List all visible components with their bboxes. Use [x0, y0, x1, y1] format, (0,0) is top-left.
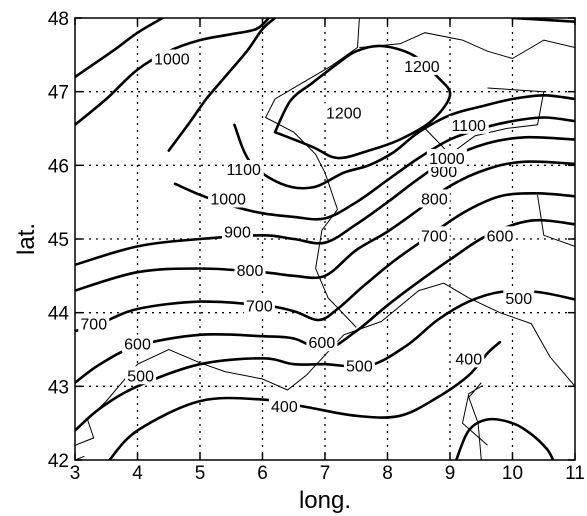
contour-label-bg — [122, 334, 153, 353]
x-tick-label: 4 — [132, 463, 143, 484]
x-tick-label: 5 — [195, 463, 206, 484]
contour-label-bg — [223, 160, 264, 179]
contour-line-400 — [455, 417, 555, 460]
contour-label-1200: 1200 — [326, 105, 362, 122]
contour-label-bg — [448, 115, 489, 134]
contour-line-900 — [75, 135, 575, 267]
contour-line-1200 — [75, 18, 164, 79]
x-tick-label: 3 — [70, 463, 81, 484]
border-line — [359, 32, 575, 60]
contour-line-1100 — [233, 94, 575, 190]
contour-label-600: 600 — [124, 337, 151, 354]
x-tick-label: 9 — [445, 463, 456, 484]
contour-label-800: 800 — [237, 263, 264, 280]
contour-label-bg — [401, 56, 442, 75]
contour-label-bg — [243, 296, 275, 315]
contour-label-bg — [151, 49, 192, 68]
y-tick-label: 42 — [48, 451, 69, 472]
y-tick-label: 44 — [48, 304, 70, 325]
contour-label-500: 500 — [127, 368, 154, 385]
y-tick-label: 46 — [48, 156, 69, 177]
contour-label-1000: 1000 — [429, 151, 465, 168]
contour-label-bg — [323, 103, 364, 122]
y-axis-title: lat. — [13, 223, 40, 255]
contour-label-1200: 1200 — [404, 59, 440, 76]
x-axis-ticks: 3 4 5 6 7 8 9 10 11 — [70, 18, 585, 484]
x-tick-label: 11 — [565, 463, 585, 484]
contour-label-bg — [418, 189, 450, 208]
contour-label-600: 600 — [487, 228, 514, 245]
contour-label-700: 700 — [421, 228, 448, 245]
contour-label-1100: 1100 — [452, 118, 487, 135]
contour-line-800 — [75, 160, 575, 292]
contour-line-400 — [108, 340, 502, 460]
border-line — [461, 385, 488, 446]
contour-line-1200 — [273, 44, 452, 160]
y-tick-label: 45 — [48, 230, 69, 251]
contour-label-1100: 1100 — [227, 162, 262, 179]
contour-label-bg — [343, 356, 375, 375]
x-tick-label: 8 — [382, 463, 393, 484]
contour-label-900: 900 — [430, 164, 457, 181]
contour-label-bg — [78, 314, 110, 333]
x-tick-label: 7 — [320, 463, 331, 484]
x-tick-label: 6 — [257, 463, 268, 484]
x-axis-title: long. — [299, 487, 351, 514]
y-tick-label: 43 — [48, 377, 69, 398]
coastline — [75, 282, 575, 446]
contour-label-bg — [208, 189, 249, 208]
contour-label-bg — [484, 226, 516, 245]
x-tick-label: 10 — [502, 463, 523, 484]
y-tick-label: 48 — [48, 9, 69, 30]
contour-label-bg — [268, 397, 300, 416]
contour-line-1100 — [167, 18, 277, 152]
contour-label-1000: 1000 — [210, 191, 246, 208]
contour-label-bg — [306, 333, 338, 352]
contour-label-bg — [426, 148, 467, 167]
contour-label-600: 600 — [309, 335, 336, 352]
contour-line-1000 — [75, 18, 271, 127]
contour-label-400: 400 — [455, 351, 482, 368]
contour-label-800: 800 — [421, 191, 448, 208]
contour-label-400: 400 — [271, 399, 298, 416]
contour-label-bg — [503, 288, 535, 307]
contour-label-bg — [234, 260, 266, 279]
contour-label-1000: 1000 — [154, 52, 190, 69]
y-axis-ticks: 42 43 44 45 46 47 48 — [48, 9, 575, 472]
contour-label-bg — [125, 366, 157, 385]
border-line — [537, 194, 575, 247]
contour-line-700 — [75, 191, 575, 333]
contour-label-bg — [222, 222, 253, 241]
contour-label-500: 500 — [346, 359, 373, 376]
contour-label-bg — [418, 226, 450, 245]
contour-label-700: 700 — [246, 298, 273, 315]
contour-label-900: 900 — [224, 225, 251, 242]
y-tick-label: 47 — [48, 83, 69, 104]
contour-label-500: 500 — [505, 291, 532, 308]
contour-labels: 400 400 500 500 500 600 600 600 700 700 700 800 800 9… — [78, 49, 535, 416]
contour-label-700: 700 — [80, 317, 107, 334]
contour-label-bg — [453, 349, 485, 368]
